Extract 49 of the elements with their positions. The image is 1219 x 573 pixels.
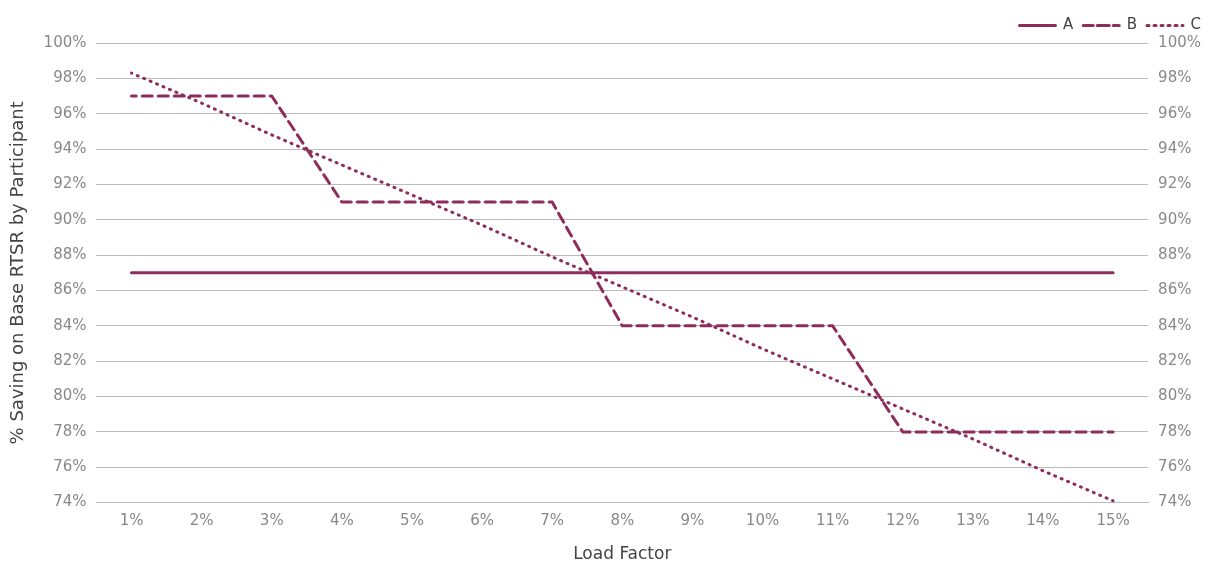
x-tick-label: 7% bbox=[540, 511, 565, 530]
x-tick-label: 5% bbox=[400, 511, 424, 530]
x-tick-label: 12% bbox=[886, 511, 920, 530]
y2-tick-label: 88% bbox=[1158, 245, 1192, 264]
x-tick-label: 3% bbox=[259, 511, 284, 530]
y-tick-label: 90% bbox=[53, 209, 87, 228]
y2-tick-label: 92% bbox=[1158, 174, 1192, 193]
y-tick-label: 100% bbox=[43, 32, 87, 51]
y2-tick-label: 80% bbox=[1158, 386, 1192, 405]
y-tick-label: 84% bbox=[53, 315, 87, 334]
line-series bbox=[130, 71, 1115, 503]
y2-tick-label: 84% bbox=[1158, 315, 1192, 334]
x-tick-label: 11% bbox=[815, 511, 850, 530]
legend-label: B bbox=[1126, 15, 1138, 34]
x-tick-label: 6% bbox=[470, 511, 494, 530]
x-tick-label: 8% bbox=[610, 511, 635, 530]
y2-tick-label: 76% bbox=[1158, 457, 1192, 476]
y2-tick-label: 82% bbox=[1158, 351, 1192, 370]
x-axis-title: Load Factor bbox=[573, 543, 672, 564]
legend-label: C bbox=[1190, 15, 1202, 34]
x-tick-label: 10% bbox=[745, 511, 780, 530]
x-tick-label: 2% bbox=[189, 511, 214, 530]
x-tick-label: 9% bbox=[680, 511, 705, 530]
y2-tick-label: 78% bbox=[1158, 421, 1192, 440]
y-tick-label: 86% bbox=[53, 280, 87, 299]
x-tick-label: 15% bbox=[1096, 511, 1130, 530]
y2-tick-label: 100% bbox=[1158, 32, 1202, 51]
legend-label: A bbox=[1062, 15, 1074, 34]
y-tick-label: 96% bbox=[53, 103, 87, 122]
y-axis-title: % Saving on Base RTSR by Participant bbox=[6, 101, 28, 445]
y2-tick-label: 98% bbox=[1158, 68, 1192, 87]
x-tick-label: 1% bbox=[119, 511, 144, 530]
y2-tick-label: 90% bbox=[1158, 209, 1192, 228]
y2-tick-label: 94% bbox=[1158, 138, 1192, 157]
x-tick-label: 4% bbox=[329, 511, 354, 530]
y-tick-label: 82% bbox=[53, 351, 87, 370]
x-tick-label: 14% bbox=[1026, 511, 1060, 530]
y-tick-label: 80% bbox=[53, 386, 87, 405]
y-tick-label: 88% bbox=[53, 245, 87, 264]
y-tick-label: 98% bbox=[53, 68, 87, 87]
x-tick-label: 13% bbox=[956, 511, 990, 530]
y-tick-label: 74% bbox=[53, 492, 87, 511]
y2-tick-label: 74% bbox=[1158, 492, 1192, 511]
y2-tick-label: 96% bbox=[1158, 103, 1192, 122]
y-tick-label: 92% bbox=[53, 174, 87, 193]
y2-tick-label: 86% bbox=[1158, 280, 1192, 299]
y-tick-label: 76% bbox=[53, 457, 87, 476]
y-tick-label: 94% bbox=[53, 138, 87, 157]
y-tick-label: 78% bbox=[53, 421, 87, 440]
